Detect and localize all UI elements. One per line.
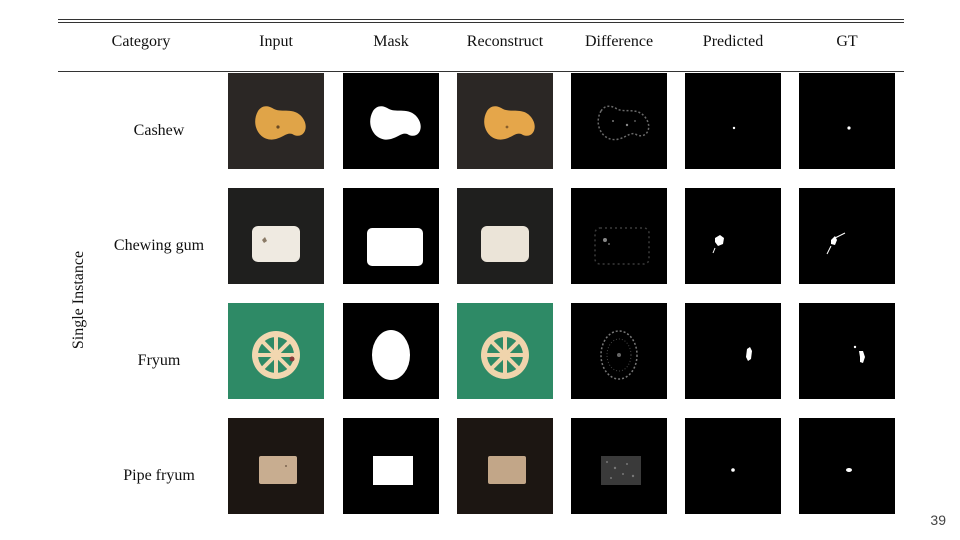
- category-label-cashew: Cashew: [133, 122, 185, 139]
- top-rule-double: [58, 22, 904, 23]
- chewing-gum-input-image: [228, 188, 324, 284]
- fryum-predicted-image: [685, 303, 781, 399]
- fryum-mask-image: [343, 303, 439, 399]
- pipe-fryum-reconstruct-image: [457, 418, 553, 514]
- cashew-mask-image: [343, 73, 439, 169]
- cashew-input-image: [228, 73, 324, 169]
- page-number: 39: [930, 512, 946, 528]
- chewing-gum-difference-image: [571, 188, 667, 284]
- chewing-gum-gt-image: [799, 188, 895, 284]
- cashew-reconstruct-image: [457, 73, 553, 169]
- pipe-fryum-difference-image: [571, 418, 667, 514]
- chewing-gum-reconstruct-image: [457, 188, 553, 284]
- header-rule: [58, 71, 904, 72]
- pipe-fryum-predicted-image: [685, 418, 781, 514]
- header-mask: Mask: [373, 33, 409, 50]
- fryum-reconstruct-image: [457, 303, 553, 399]
- header-input: Input: [259, 33, 293, 50]
- chewing-gum-predicted-image: [685, 188, 781, 284]
- header-predicted: Predicted: [702, 33, 764, 50]
- group-label-single-instance: Single Instance: [70, 250, 87, 350]
- cashew-predicted-image: [685, 73, 781, 169]
- header-difference: Difference: [584, 33, 654, 50]
- fryum-gt-image: [799, 303, 895, 399]
- pipe-fryum-mask-image: [343, 418, 439, 514]
- header-gt: GT: [836, 33, 858, 50]
- pipe-fryum-input-image: [228, 418, 324, 514]
- category-label-fryum: Fryum: [137, 352, 181, 369]
- header-reconstruct: Reconstruct: [466, 33, 544, 50]
- fryum-difference-image: [571, 303, 667, 399]
- cashew-difference-image: [571, 73, 667, 169]
- category-label-chewing-gum: Chewing gum: [113, 237, 205, 254]
- chewing-gum-mask-image: [343, 188, 439, 284]
- category-label-pipe-fryum: Pipe fryum: [123, 467, 195, 484]
- fryum-input-image: [228, 303, 324, 399]
- header-category: Category: [111, 33, 171, 50]
- pipe-fryum-gt-image: [799, 418, 895, 514]
- top-rule: [58, 19, 904, 20]
- cashew-gt-image: [799, 73, 895, 169]
